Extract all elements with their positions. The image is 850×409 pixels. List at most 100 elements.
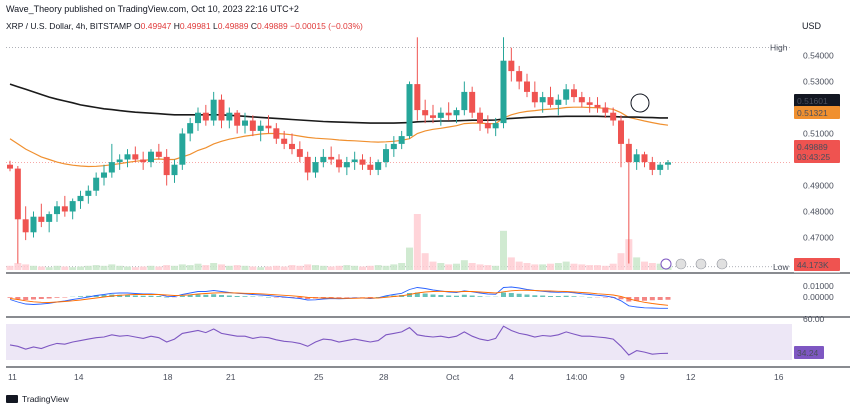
change-value: −0.00015 (−0.03%) [290,21,363,31]
macd-hist-bar [367,297,373,298]
candle-body [461,91,468,111]
y-tick-label: 0.48000 [803,207,834,217]
candle-body [124,154,131,160]
candle-body [422,110,429,116]
candle-body [641,154,648,163]
candle-body [477,112,483,124]
macd-hist-bar [226,295,232,297]
candle-body [108,162,115,173]
x-tick-label: 4 [509,372,514,382]
x-tick-label: 14:00 [566,372,588,382]
rsi-line [9,325,669,356]
flag-icon [716,258,728,270]
macd-hist-bar [375,297,381,298]
volume-bar [147,265,155,270]
candle-body [226,112,233,121]
macd-hist-bar [117,294,123,297]
low-label: L [213,21,218,31]
macd-hist-bar [273,297,279,298]
candle-body [649,162,656,170]
volume-bar [641,261,648,270]
open-label: O [134,21,141,31]
macd-hist-bar [23,297,29,300]
candle-body [265,125,272,129]
macd-hist-bar [305,297,311,299]
candle-body [77,195,84,202]
volume-bar [492,265,500,270]
candle-body [508,60,515,72]
volume-bar [351,265,359,270]
volume-bar [45,267,53,270]
volume-bar [335,265,343,270]
close-label: C [250,21,257,31]
volume-bar [272,265,280,270]
candle-body [140,159,147,163]
tradingview-logo-icon [6,395,18,403]
candle-body [93,177,100,191]
low-label: Low [773,262,789,272]
volume-bar [194,263,202,270]
candle-body [155,151,162,157]
volume-bar [100,265,108,270]
candle-body [54,206,60,215]
lightning-icon [660,258,672,270]
candle-body [101,172,107,178]
volume-bar [319,265,327,270]
candle-body [218,99,225,121]
macd-hist-bar [187,295,193,297]
symbol-legend: XRP / U.S. Dollar, 4h, BITSTAMP O0.49947… [6,21,363,31]
macd-hist-bar [602,297,608,298]
x-tick-label: 16 [774,372,784,382]
candle-body [289,143,295,150]
volume-bar [14,263,22,270]
macd-hist-bar [532,295,538,297]
macd-hist-bar [234,296,240,297]
volume-bar [178,264,186,270]
macd-hist-bar [422,293,428,297]
volume-bar [429,261,437,270]
flag-icon [675,258,687,270]
volume-bar [124,266,131,270]
ema-fast-price-tag: 0.51321 [797,108,828,118]
macd-hist-bar [31,297,36,300]
symbol-name: XRP / U.S. Dollar, 4h, BITSTAMP [6,21,132,31]
candle-body [657,164,664,170]
macd-hist-bar [195,294,201,297]
macd-hist-bar [649,297,655,301]
volume-bar [437,263,445,270]
candle-body [453,110,460,116]
countdown-tag: 03:43:25 [797,152,830,162]
volume-bar [202,265,210,270]
macd-hist-bar [297,297,303,299]
macd-line [9,286,668,309]
ema-slow-price-tag-bg [794,94,840,107]
macd-hist-bar [328,297,334,298]
y-tick-label: 0.54000 [803,51,834,61]
candle-body [210,99,217,121]
volume-bar [288,265,296,270]
volume-bar [6,265,14,270]
x-tick-label: 12 [686,372,696,382]
volume-tag-bg [794,258,840,271]
macd-hist-bar [501,292,506,297]
volume-bar [296,265,304,270]
macd-hist-bar [516,293,522,297]
candle-body [281,138,288,144]
volume-bar [633,257,641,270]
volume-bar [578,264,586,270]
volume-bar [484,265,492,270]
macd-hist-bar [540,295,546,297]
candle-body [430,115,436,118]
macd-hist-bar [85,295,91,297]
candle-body [195,112,201,124]
candle-body [187,123,194,134]
macd-hist-bar [555,296,561,297]
macd-hist-bar [430,294,436,297]
candle-body [524,81,530,92]
macd-hist-bar [179,295,185,297]
candle-body [14,168,21,220]
volume-bar [554,263,562,270]
macd-hist-bar [140,295,146,297]
candle-body [38,216,45,222]
